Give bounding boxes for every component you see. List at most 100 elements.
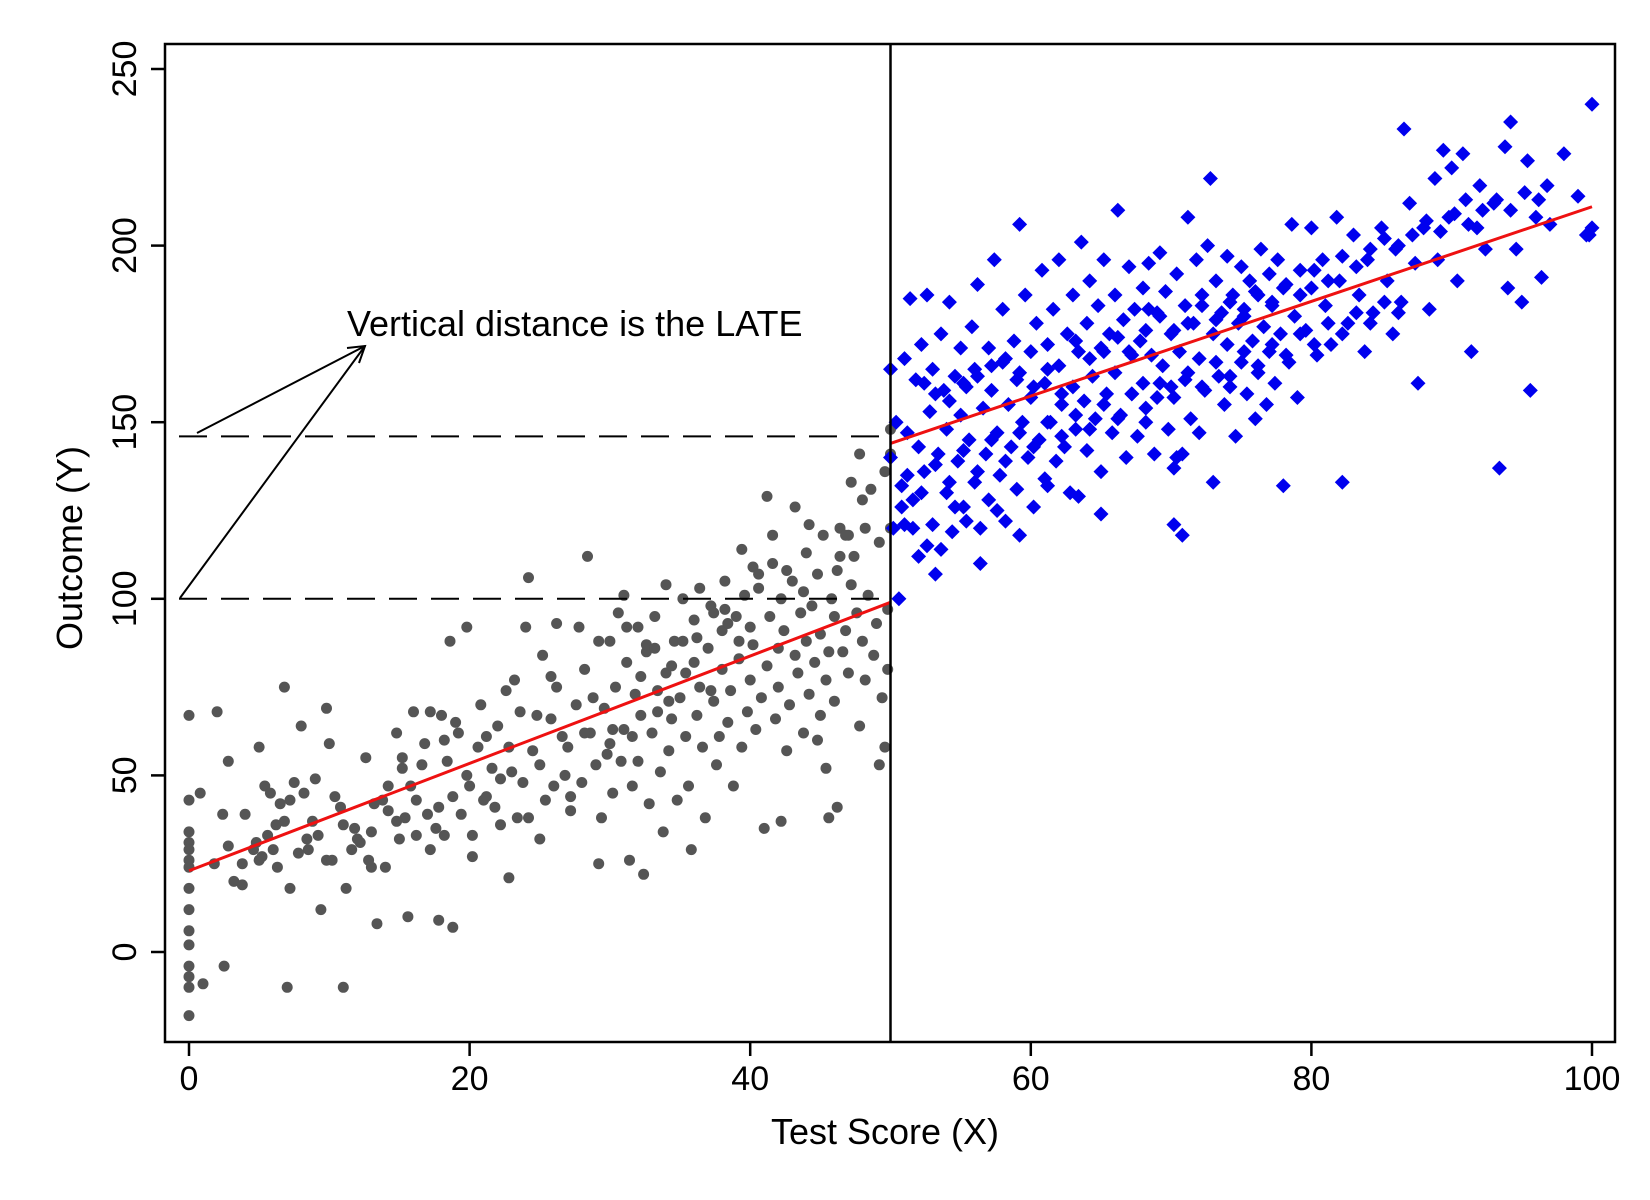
data-point-control [447, 791, 459, 803]
data-point-treated [902, 291, 918, 307]
data-point-treated [967, 474, 983, 490]
data-point-treated [1270, 252, 1286, 268]
data-point-control [281, 981, 293, 993]
data-point-treated [956, 443, 971, 458]
data-point-control [183, 826, 195, 838]
data-point-control [767, 529, 779, 541]
data-point-control [848, 550, 860, 562]
data-point-control [646, 727, 658, 739]
data-point-control [565, 791, 577, 803]
data-point-control [879, 741, 891, 753]
data-point-control [506, 766, 518, 778]
data-point-control [218, 960, 230, 972]
data-point-treated [1079, 443, 1095, 458]
data-point-control [278, 681, 290, 693]
data-point-treated [888, 414, 904, 430]
data-point-control [466, 851, 478, 863]
data-point-treated [1012, 425, 1028, 441]
data-point-treated [1455, 146, 1471, 162]
data-point-control [315, 904, 327, 916]
data-point-control [183, 861, 195, 873]
data-point-treated [1292, 262, 1308, 278]
data-point-treated [1346, 227, 1361, 243]
data-point-treated [1169, 266, 1185, 282]
data-point-control [823, 646, 835, 658]
data-point-control [697, 741, 708, 753]
data-point-treated [1435, 142, 1451, 158]
data-point-control [391, 815, 403, 827]
data-point-treated [1183, 411, 1199, 427]
data-point-control [680, 731, 692, 742]
data-point-control [842, 667, 854, 679]
data-point-treated [1099, 386, 1115, 402]
data-point-control [424, 706, 436, 718]
data-point-treated [1245, 333, 1260, 349]
data-point-treated [972, 520, 988, 536]
data-point-treated [1051, 358, 1067, 374]
data-point-control [632, 755, 644, 767]
data-point-control [509, 674, 520, 686]
data-point-control [725, 685, 737, 697]
data-point-control [691, 632, 703, 644]
data-point-control [626, 731, 638, 742]
data-point-treated [1191, 351, 1207, 367]
data-point-control [837, 646, 849, 658]
data-point-treated [1180, 209, 1196, 225]
data-point-control [270, 819, 282, 831]
data-point-treated [1404, 227, 1420, 243]
data-point-treated [1348, 305, 1364, 321]
data-point-control [534, 833, 546, 845]
data-point-treated [933, 541, 949, 557]
x-tick-label: 40 [731, 1060, 769, 1098]
data-point-control [239, 808, 251, 820]
data-point-treated [1444, 160, 1460, 176]
data-point-control [809, 656, 821, 668]
data-point-control [559, 769, 571, 781]
data-point-treated [1211, 368, 1227, 384]
data-point-control [573, 621, 585, 633]
data-point-control [312, 829, 324, 841]
data-point-treated [1121, 259, 1137, 275]
data-point-control [635, 709, 647, 721]
data-point-control [527, 745, 539, 757]
data-point-control [831, 801, 843, 813]
data-point-control [183, 960, 195, 972]
data-point-treated [1040, 361, 1056, 377]
data-point-treated [1239, 386, 1255, 402]
x-tick-label: 0 [180, 1060, 199, 1098]
data-point-treated [1475, 202, 1491, 218]
data-point-control [211, 706, 223, 718]
data-point-control [786, 575, 798, 587]
data-point-treated [1020, 450, 1036, 465]
data-point-control [845, 579, 857, 591]
data-point-treated [905, 520, 921, 536]
data-point-treated [1034, 262, 1050, 278]
data-point-control [419, 738, 431, 750]
data-point-treated [1247, 411, 1263, 427]
data-point-control [677, 635, 689, 647]
data-point-treated [1508, 241, 1524, 257]
data-point-treated [1006, 333, 1022, 349]
data-point-treated [1045, 301, 1061, 317]
data-point-treated [1200, 238, 1216, 254]
data-point-control [615, 755, 627, 767]
data-point-treated [1236, 308, 1252, 324]
data-point-treated [1194, 287, 1210, 303]
data-point-control [438, 734, 450, 746]
data-point-control [422, 808, 433, 820]
data-point-treated [1463, 344, 1479, 360]
data-point-treated [1374, 220, 1389, 236]
data-point-control [722, 618, 734, 629]
data-point-control [523, 812, 534, 824]
data-point-treated [919, 287, 935, 303]
data-point-treated [1236, 344, 1252, 360]
data-point-control [747, 639, 759, 651]
data-point-control [183, 971, 195, 983]
data-point-control [649, 611, 661, 622]
data-point-treated [1068, 407, 1084, 423]
data-point-treated [922, 404, 938, 420]
data-point-control [222, 840, 234, 852]
data-point-treated [1306, 262, 1322, 278]
data-point-treated [986, 252, 1002, 268]
data-point-treated [1323, 337, 1339, 352]
